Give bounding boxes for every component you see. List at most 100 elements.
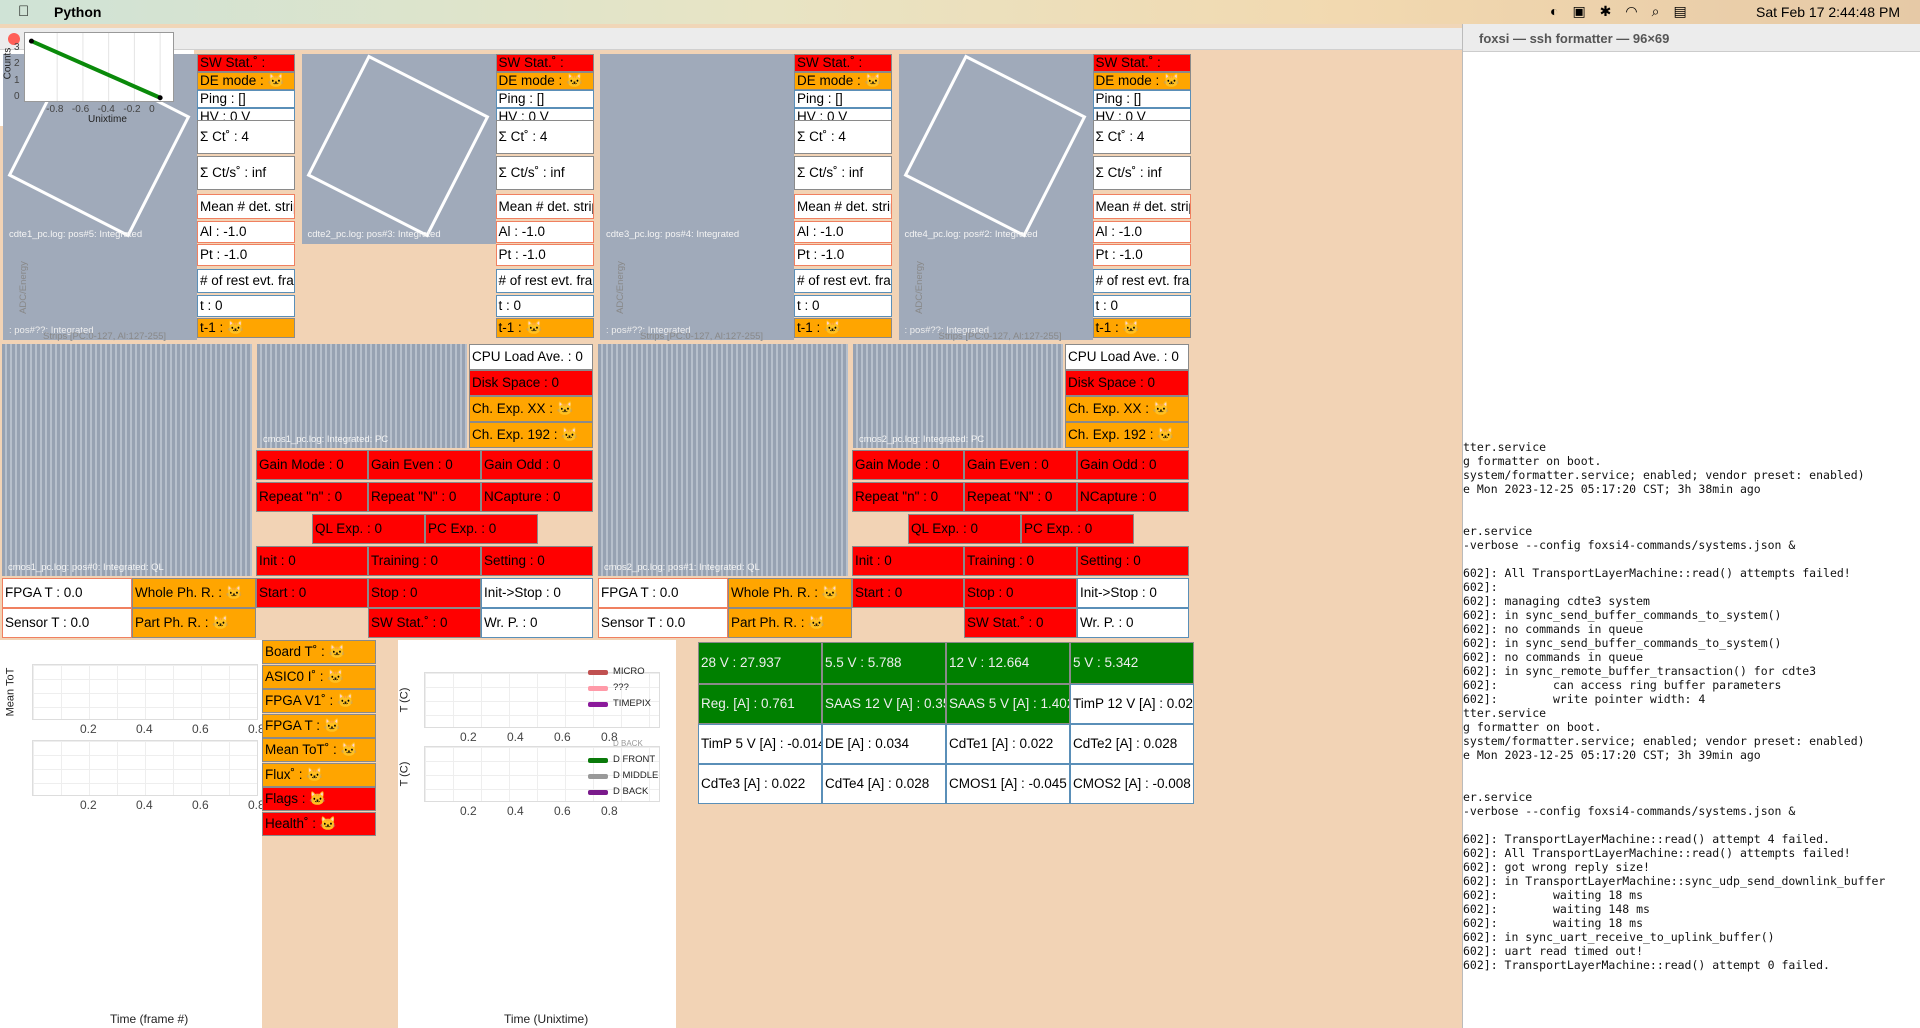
terminal-title: foxsi — ssh formatter — 96×69 [1479,31,1670,46]
x-tick-label: 0.6 [554,730,571,744]
cdte-field-ping: Ping : [] [1092,90,1191,108]
status-icons[interactable]: ◐▣✱◠⌕▤ [1550,3,1701,19]
cmos-field-setting: Setting : 0 [1077,546,1189,576]
terminal-line [1463,496,1920,510]
cmos-field-chxx: Ch. Exp. XX : 🐱 [469,396,593,422]
x-tick-label: 0.4 [136,798,153,812]
apple-icon[interactable]:  [18,3,29,20]
housekeeping-field: SAAS 5 V [A] : 1.402 [946,684,1070,724]
cmos-field-disk: Disk Space : 0 [1065,370,1189,396]
cmos-field-pc-exp: PC Exp. : 0 [425,514,538,544]
terminal-line: 602]: in sync_send_buffer_commands_to_sy… [1463,608,1782,622]
cdte-spectrum-plot[interactable]: : pos#??: Integrated Strips [PC:0-127, Al… [600,242,794,342]
cmos-field-chxx: Ch. Exp. XX : 🐱 [1065,396,1189,422]
terminal-line: 602]: in sync_send_buffer_commands_to_sy… [1463,636,1782,650]
terminal-line: 602]: got wrong reply size! [1463,860,1650,874]
cdte-sub-label: : pos#??: Integrated [9,325,94,336]
terminal-line: 602]: in TransportLayerMachine::sync_udp… [1463,874,1886,888]
cdte-sub-label: : pos#??: Integrated [904,325,990,336]
y-axis-label: T (C) [398,687,411,713]
cdte-field-pt: Pt : -1.0 [794,244,892,266]
temperature-plot[interactable] [424,746,660,802]
flux-plot[interactable] [32,740,258,796]
cdte-field-al: Al : -1.0 [495,221,594,243]
menu-app-name[interactable]: Python [54,4,102,20]
cdte-field-pt: Pt : -1.0 [495,244,594,266]
window-title-bar [0,28,1462,50]
housekeeping-field: 28 V : 27.937 [698,642,822,684]
cmos-field-repeat-n: Repeat "n" : 0 [256,482,368,512]
x-tick-label: 0 [149,104,155,115]
y-axis-label: Flux [0,757,3,779]
cdte-strip-label: Strips [PC:0-127, Al:127-255] [640,331,764,342]
terminal-line: er.service [1463,790,1533,804]
cdte-field-rest: # of rest evt. frame [495,269,594,293]
cdte-spectrum-plot[interactable]: : pos#??: Integrated Strips [PC:0-127, Al… [898,242,1093,342]
cmos-field-gain-even: Gain Even : 0 [368,450,481,480]
cdte-spectrum-plot[interactable]: -0.8 -0.6 -0.4 -0.2 0 3 2 1 0 Unixtime Counts [0,28,194,126]
terminal-line: 602]: write pointer width: 4 [1463,692,1706,706]
terminal-line: 602]: TransportLayerMachine::read() atte… [1463,832,1830,846]
cmos-field-init-stop: Init->Stop : 0 [481,578,593,608]
cmos-field-gain-odd: Gain Odd : 0 [1077,450,1189,480]
cdte-field-ct: Σ Ct˚ : 4 [1092,120,1191,154]
cmos-ql-plot[interactable]: cmos1_pc.log: pos#0: Integrated: QL [2,344,252,576]
cmos-field-training: Training : 0 [964,546,1077,576]
timepix-field: FPGA V1˚ : 🐱 [262,689,376,713]
cmos-pc-plot[interactable]: cmos1_pc.log: Integrated: PC [257,344,467,448]
cdte-field-mean-strips: Mean # det. strips [1092,194,1191,219]
cmos-field-disk: Disk Space : 0 [469,370,593,396]
legend-entry: ??? [613,682,629,693]
x-tick-label: 0.4 [507,804,524,818]
counts-series-line [30,39,161,100]
terminal-line: 602]: waiting 18 ms [1463,916,1644,930]
cmos-field-repeat-N: Repeat "N" : 0 [964,482,1077,512]
terminal-line [1463,818,1920,832]
cdte-sub-label: : pos#??: Integrated [606,325,691,336]
timepix-field: Mean ToT˚ : 🐱 [262,738,376,762]
housekeeping-field: 12 V : 12.664 [946,642,1070,684]
cdte-field-ct: Σ Ct˚ : 4 [794,120,892,154]
cmos-field-ncapture: NCapture : 0 [481,482,593,512]
cdte-axis-label: ADC/Energy [913,261,925,314]
y-tick-label: 3 [14,42,20,54]
x-tick-label: 0.6 [192,798,209,812]
housekeeping-field: CMOS1 [A] : -0.045 [946,764,1070,804]
cdte-field-cts: Σ Ct/s˚ : inf [197,156,295,190]
cmos-field-cpu: CPU Load Ave. : 0 [469,344,593,370]
cmos-field-gain-even: Gain Even : 0 [964,450,1077,480]
cdte-field-t: t : 0 [495,295,594,317]
cdte-image-plot[interactable]: cdte4_pc.log: pos#2: Integrated [898,54,1093,244]
terminal-line: 602]: no commands in queue [1463,622,1644,636]
terminal-output[interactable]: tter.service g formatter on boot. system/f… [1463,52,1920,1028]
terminal-line: -verbose --config foxsi4-commands/system… [1463,538,1796,552]
legend-swatch [588,790,608,795]
cmos-pc-plot[interactable]: cmos2_pc.log: Integrated: PC [853,344,1063,448]
x-tick-label: 0.8 [601,730,618,744]
housekeeping-field: SAAS 12 V [A] : 0.358 [822,684,946,724]
cdte-field-de-mode: DE mode : 🐱 [197,72,295,90]
temperature-plot[interactable] [424,672,660,728]
cdte-plot-label: cdte1_pc.log: pos#5: Integrated [9,229,143,240]
x-tick-label: -0.8 [46,104,64,115]
cdte-image-plot[interactable]: cdte2_pc.log: pos#3: Integrated [301,54,496,244]
x-tick-label: 0.2 [80,722,97,736]
cmos-ql-plot[interactable]: cmos2_pc.log: pos#1: Integrated: QL [598,344,848,576]
cmos-field-gain-mode: Gain Mode : 0 [852,450,964,480]
housekeeping-field: DE [A] : 0.034 [822,724,946,764]
cdte-field-pt: Pt : -1.0 [1092,244,1191,266]
counts-point [157,95,163,101]
cmos-field-part-ph: Part Ph. R. : 🐱 [132,608,256,638]
cdte-spectrum-plot[interactable]: : pos#??: Integrated Strips [PC:0-127, Al… [3,242,197,342]
menu-clock[interactable]: Sat Feb 17 2:44:48 PM [1756,4,1900,20]
mean-tot-plot[interactable] [32,664,258,720]
cdte-image-plot[interactable]: cdte3_pc.log: pos#4: Integrated [600,54,794,244]
cmos-field-init: Init : 0 [852,546,964,576]
cmos-pc-label: cmos2_pc.log: Integrated: PC [859,434,985,445]
cdte-field-rest: # of rest evt. frame [794,269,892,293]
cdte-plot-label: cdte3_pc.log: pos#4: Integrated [606,229,740,240]
terminal-line: 602]: in sync_uart_receive_to_uplink_buf… [1463,930,1775,944]
x-tick-label: 0.2 [460,804,477,818]
cmos-ql-label: cmos1_pc.log: pos#0: Integrated: QL [8,562,164,573]
close-window-button[interactable] [8,33,20,45]
